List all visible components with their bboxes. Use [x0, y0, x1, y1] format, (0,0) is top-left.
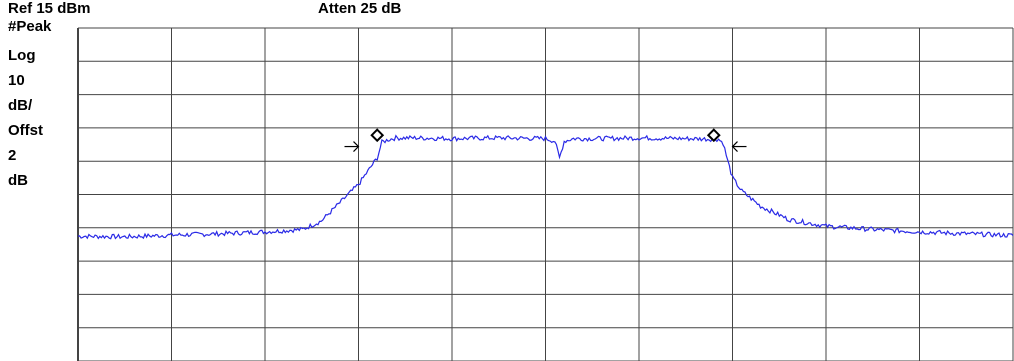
graticule	[77, 27, 1014, 361]
offset-label: Offst	[8, 122, 43, 139]
scale-type-label: Log	[8, 47, 36, 64]
marker-layer	[344, 128, 747, 152]
offset-unit-label: dB	[8, 172, 28, 189]
attenuation-label: Atten 25 dB	[318, 0, 402, 17]
marker-diamond-icon	[706, 128, 721, 143]
marker-diamond-icon	[370, 128, 385, 143]
spectrum-trace	[77, 134, 1014, 240]
bracket-arrow-left-icon	[731, 141, 747, 152]
trace-layer	[77, 134, 1014, 240]
scale-unit-label: dB/	[8, 97, 33, 114]
detector-mode-label: #Peak	[8, 18, 52, 35]
offset-value-label: 2	[8, 147, 17, 164]
scale-value-label: 10	[8, 72, 25, 89]
bracket-arrow-right-icon	[344, 141, 360, 152]
reference-level-label: Ref 15 dBm	[8, 0, 91, 17]
